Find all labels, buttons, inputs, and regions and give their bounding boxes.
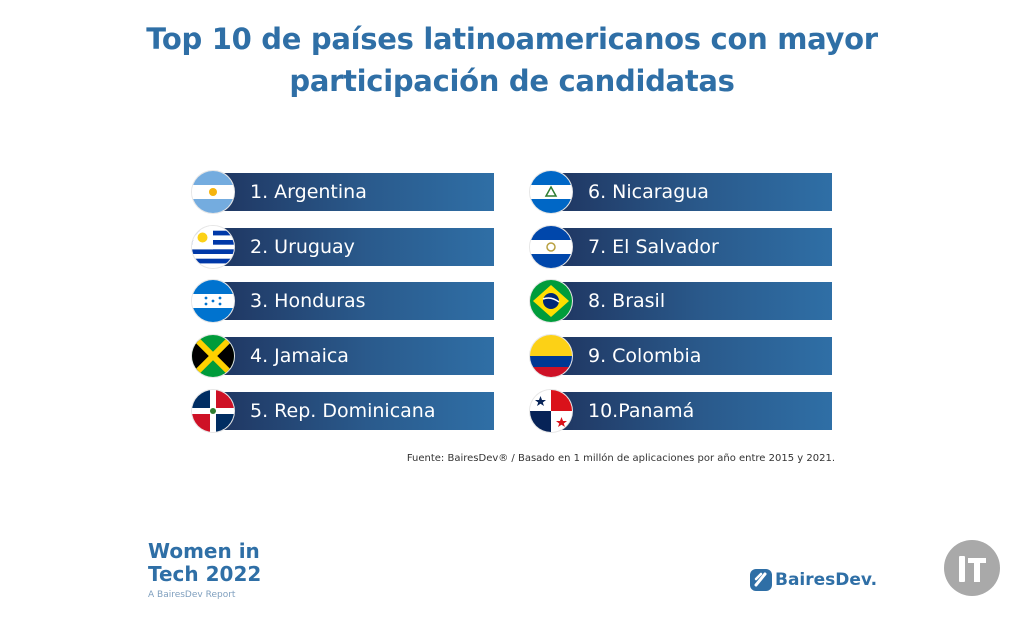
jamaica-flag-icon <box>192 335 234 377</box>
ranking-label: 5. Rep. Dominicana <box>250 400 436 422</box>
page-title: Top 10 de países latinoamericanos con ma… <box>0 18 1024 102</box>
ranking-label: 1. Argentina <box>250 181 367 203</box>
ranking-bar: 10.Panamá <box>550 392 832 430</box>
ranking-bar: 5. Rep. Dominicana <box>212 392 494 430</box>
ranking-bar: 3. Honduras <box>212 282 494 320</box>
uruguay-flag-icon <box>192 226 234 268</box>
ranking-label: 6. Nicaragua <box>588 181 709 203</box>
ranking-bar: 9. Colombia <box>550 337 832 375</box>
panama-flag-icon <box>530 390 572 432</box>
title-line-2: participación de candidatas <box>289 64 735 98</box>
argentina-flag-icon <box>192 171 234 213</box>
title-line-1: Top 10 de países latinoamericanos con ma… <box>146 22 878 56</box>
nicaragua-flag-icon <box>530 171 572 213</box>
ranking-label: 3. Honduras <box>250 290 366 312</box>
ranking-label: 4. Jamaica <box>250 345 349 367</box>
report-title: Women in Tech 2022 <box>148 540 261 586</box>
honduras-flag-icon <box>192 280 234 322</box>
colombia-flag-icon <box>530 335 572 377</box>
report-subtitle: A BairesDev Report <box>148 590 236 600</box>
el-salvador-flag-icon <box>530 226 572 268</box>
ranking-label: 9. Colombia <box>588 345 702 367</box>
ranking-label: 10.Panamá <box>588 400 695 422</box>
dominican-republic-flag-icon <box>192 390 234 432</box>
ranking-bar: 4. Jamaica <box>212 337 494 375</box>
ranking-bar: 6. Nicaragua <box>550 173 832 211</box>
report-title-line-1: Women in <box>148 539 260 563</box>
bairesdev-logo: BairesDev. <box>750 567 877 593</box>
bairesdev-mark-icon <box>750 569 772 591</box>
source-note: Fuente: BairesDev® / Basado en 1 millón … <box>406 453 835 464</box>
ranking-bar: 1. Argentina <box>212 173 494 211</box>
it-logo-icon <box>944 540 1000 596</box>
ranking-bar: 2. Uruguay <box>212 228 494 266</box>
brazil-flag-icon <box>530 280 572 322</box>
ranking-label: 2. Uruguay <box>250 236 355 258</box>
bairesdev-wordmark: BairesDev. <box>775 570 878 590</box>
report-title-line-2: Tech 2022 <box>148 562 262 586</box>
ranking-bar: 7. El Salvador <box>550 228 832 266</box>
ranking-label: 7. El Salvador <box>588 236 719 258</box>
ranking-bar: 8. Brasil <box>550 282 832 320</box>
ranking-label: 8. Brasil <box>588 290 666 312</box>
